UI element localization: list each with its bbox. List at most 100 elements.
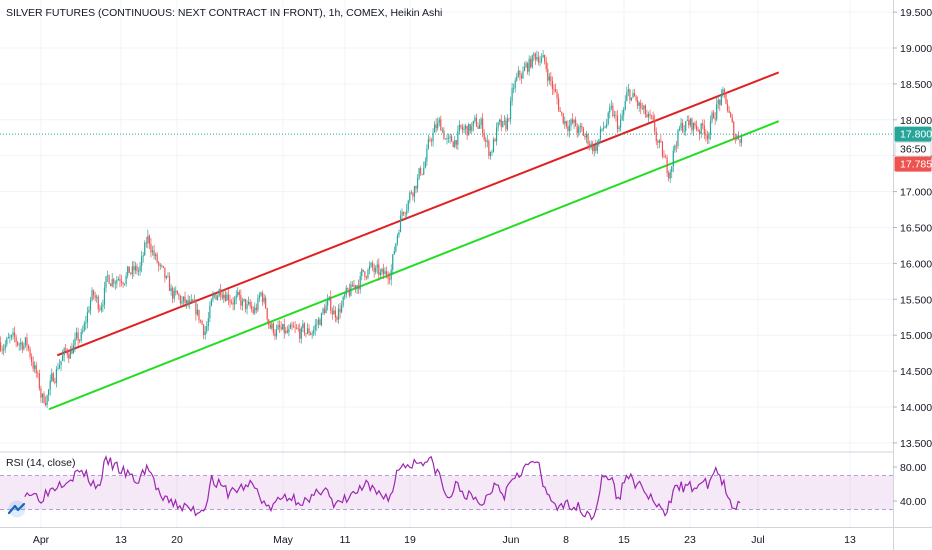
- candle: [331, 307, 333, 320]
- candle: [651, 114, 653, 120]
- candle: [58, 359, 61, 370]
- candle: [376, 259, 378, 274]
- candle: [404, 211, 406, 219]
- candle: [576, 123, 578, 138]
- candle: [629, 88, 631, 104]
- candle: [523, 61, 526, 72]
- time-tick-label: Jul: [751, 534, 764, 546]
- candle: [289, 322, 292, 329]
- candle: [720, 89, 722, 107]
- candle: [302, 319, 304, 333]
- trendline-1[interactable]: [56, 71, 780, 357]
- candle: [739, 139, 741, 147]
- candle: [474, 114, 476, 124]
- candle: [234, 296, 236, 311]
- candle: [372, 260, 374, 272]
- tradingview-logo-icon[interactable]: [6, 500, 28, 518]
- candle: [449, 133, 451, 144]
- price-pane[interactable]: [0, 50, 893, 411]
- candle: [269, 322, 271, 330]
- price-tick-label: 13.500: [900, 438, 932, 450]
- candle: [539, 55, 541, 67]
- candle: [554, 83, 557, 93]
- candle: [252, 305, 254, 315]
- candle: [435, 118, 437, 133]
- candle: [227, 289, 230, 306]
- candle: [486, 134, 488, 148]
- candle: [367, 268, 369, 280]
- candle: [89, 296, 92, 316]
- candle: [55, 366, 57, 388]
- rsi-pane[interactable]: [0, 455, 893, 521]
- candle: [536, 50, 538, 62]
- candle: [454, 135, 456, 149]
- candle: [395, 242, 397, 253]
- candle: [217, 294, 219, 301]
- candle: [565, 120, 567, 129]
- price-tick-label: 18.500: [900, 79, 932, 91]
- candle: [469, 123, 471, 134]
- candle: [235, 290, 237, 305]
- candle: [145, 236, 147, 248]
- candle: [716, 97, 718, 122]
- candle: [663, 150, 665, 158]
- candle: [244, 298, 247, 313]
- candle: [178, 292, 180, 300]
- candle: [170, 284, 172, 296]
- candle: [342, 295, 344, 308]
- candle: [158, 260, 160, 272]
- candle: [709, 115, 712, 140]
- candle: [9, 334, 11, 344]
- candle: [275, 324, 278, 340]
- candle: [384, 267, 386, 275]
- candle: [282, 323, 284, 330]
- candle: [254, 302, 256, 316]
- candle: [432, 128, 434, 147]
- candle: [144, 240, 146, 256]
- price-label-2: 36:50: [894, 141, 932, 157]
- candle: [458, 120, 460, 135]
- candle: [465, 123, 467, 135]
- candle: [587, 132, 589, 150]
- candle: [534, 52, 536, 65]
- time-axis[interactable]: Apr 13 20 May 11 19 Jun 8 15 23 Jul 13: [33, 534, 856, 546]
- candle: [686, 115, 688, 122]
- candle: [647, 111, 650, 123]
- candle: [447, 133, 450, 143]
- candle: [635, 94, 637, 103]
- candle: [111, 273, 113, 288]
- candle: [274, 329, 276, 341]
- candle: [463, 124, 465, 134]
- candle: [155, 252, 157, 261]
- candle: [271, 321, 273, 331]
- candle: [246, 300, 248, 315]
- candle: [7, 332, 9, 339]
- candle: [319, 317, 321, 326]
- trendline-2[interactable]: [48, 120, 780, 411]
- candle: [210, 298, 212, 307]
- candle: [607, 111, 609, 126]
- svg-text:36:50: 36:50: [900, 144, 926, 156]
- candle: [415, 185, 417, 194]
- candle: [161, 264, 163, 268]
- price-tick-label: 14.500: [900, 366, 932, 378]
- candle: [29, 346, 31, 360]
- candle: [674, 144, 676, 153]
- candle: [268, 318, 270, 330]
- rsi-axis[interactable]: 80.00 40.00: [893, 462, 926, 508]
- candle: [261, 290, 264, 307]
- candle: [294, 321, 296, 334]
- candle: [564, 116, 566, 129]
- candle: [362, 269, 364, 273]
- candle: [540, 53, 543, 64]
- candle: [514, 77, 516, 93]
- candle: [237, 287, 239, 298]
- candle: [291, 321, 293, 331]
- time-tick-label: 20: [171, 534, 183, 546]
- candle: [385, 266, 388, 279]
- candle: [124, 283, 126, 286]
- candle: [678, 125, 681, 132]
- candle: [272, 322, 274, 336]
- candle: [714, 111, 716, 125]
- candle: [533, 51, 535, 62]
